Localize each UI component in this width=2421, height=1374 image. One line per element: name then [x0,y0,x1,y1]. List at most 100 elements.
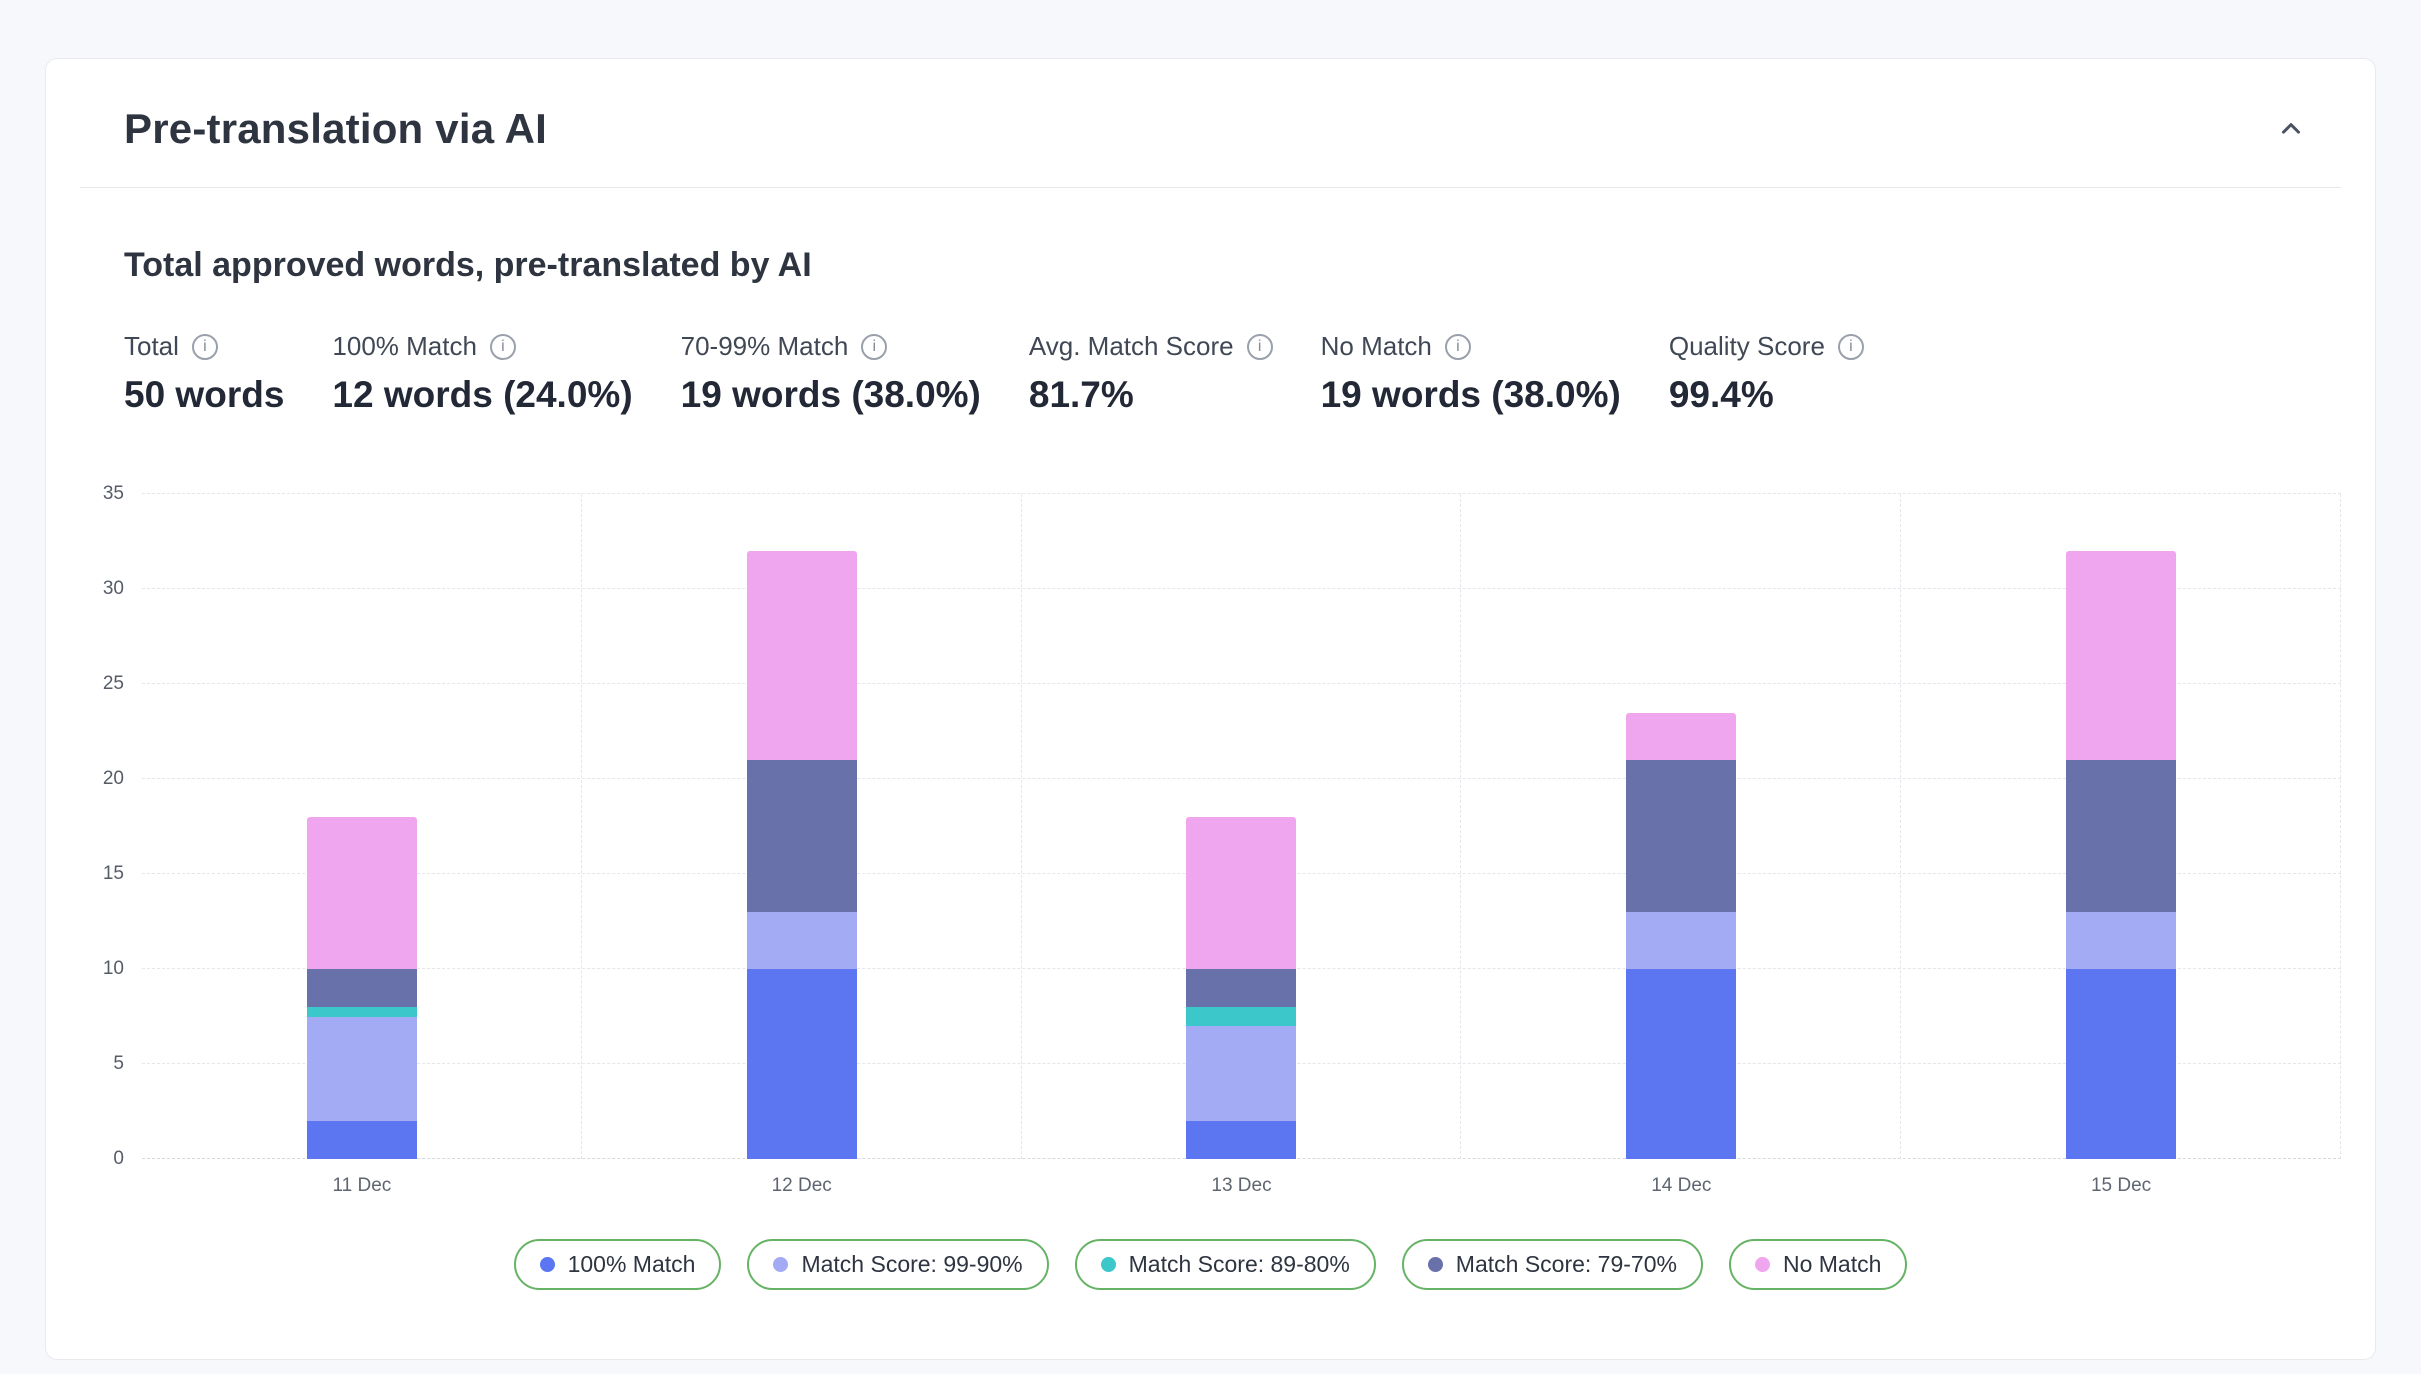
vgridline [1460,494,1462,1159]
page-title: Pre-translation via AI [124,105,547,152]
bar-segment [2066,969,2177,1159]
info-icon[interactable]: i [1444,333,1471,360]
legend-dot-icon [1100,1257,1116,1272]
hgridline [142,588,2341,589]
legend-label: No Match [1782,1251,1882,1277]
stats-row: Total i 50 words 100% Match i 12 words (… [124,331,2341,416]
info-icon[interactable]: i [1246,333,1273,360]
x-axis-label: 13 Dec [1211,1175,1272,1196]
x-axis-label: 15 Dec [2090,1175,2152,1196]
bar-cell [1901,494,2341,1159]
bar-segment [746,551,857,760]
chart-legend: 100% Match Match Score: 99-90% Match Score… [80,1239,2341,1290]
legend-pill[interactable]: Match Score: 99-90% [747,1239,1049,1290]
bar-segment [2066,760,2177,912]
bar-segment [1186,817,1297,970]
bar-segment [306,1016,417,1121]
stat-label: 100% Match [332,331,477,361]
pre-translation-card: Pre-translation via AI Total approved wo… [45,58,2376,1360]
bar-segment [746,912,857,969]
bar-segment [1626,760,1737,912]
vgridline [1020,494,1022,1159]
chart-body: 0 5 10 15 20 25 30 35 [80,483,2341,1169]
info-icon[interactable]: i [191,333,218,360]
legend-label: Match Score: 89-80% [1128,1251,1350,1277]
legend-label: Match Score: 79-70% [1455,1251,1677,1277]
stat-label: Total [124,331,179,361]
stat-avg-match-score: Avg. Match Score i 81.7% [1029,331,1273,416]
stat-value: 19 words (38.0%) [680,374,981,415]
y-tick-label: 20 [102,768,124,789]
bar-cell [142,494,582,1159]
bar-cell [1461,494,1901,1159]
legend-pill[interactable]: Match Score: 79-70% [1401,1239,1703,1290]
y-tick-label: 15 [102,863,124,884]
bar-13-dec [1186,494,1297,1159]
info-icon[interactable]: i [1837,333,1864,360]
x-axis: 11 Dec 12 Dec 13 Dec 14 Dec 15 Dec [142,1175,2341,1197]
stat-100-match: 100% Match i 12 words (24.0%) [332,331,632,416]
y-tick-label: 30 [102,578,124,599]
header-divider [80,187,2341,188]
stat-value: 50 words [124,374,285,415]
bar-segment [1186,1007,1297,1026]
y-tick-label: 0 [113,1148,124,1169]
hgridline [142,683,2341,684]
stat-70-99-match: 70-99% Match i 19 words (38.0%) [681,331,981,416]
x-axis-label: 12 Dec [771,1175,832,1196]
info-icon[interactable]: i [489,333,516,360]
stat-value: 19 words (38.0%) [1320,374,1621,415]
legend-pill[interactable]: No Match [1728,1239,1908,1290]
stat-total: Total i 50 words [124,331,284,416]
bar-cell [1022,494,1462,1159]
bar-segment [306,1121,417,1159]
legend-pill[interactable]: Match Score: 89-80% [1074,1239,1376,1290]
legend-pill[interactable]: 100% Match [513,1239,722,1290]
bars-row [142,494,2341,1159]
vgridline [1900,494,1902,1159]
bar-12-dec [746,494,857,1159]
bar-segment [1186,1026,1297,1121]
stat-label: 70-99% Match [680,331,849,361]
legend-label: 100% Match [567,1251,696,1277]
vgridline [580,494,582,1159]
y-tick-label: 35 [102,483,124,504]
bar-segment [306,1007,417,1017]
vgridline [2340,494,2341,1159]
y-tick-label: 25 [102,673,124,694]
stat-label: Avg. Match Score [1028,331,1234,361]
hgridline [142,778,2341,779]
bar-14-dec [1626,494,1737,1159]
bar-segment [746,969,857,1159]
stat-quality-score: Quality Score i 99.4% [1669,331,1864,416]
chart-plot [142,493,2341,1159]
legend-dot-icon [773,1257,789,1272]
collapse-button[interactable] [2267,105,2315,153]
stat-label: No Match [1320,331,1432,361]
stacked-bar-chart: 0 5 10 15 20 25 30 35 11 Dec 12 Dec 13 Dec 14 Dec 1… [80,483,2341,1290]
bar-cell [582,494,1022,1159]
chevron-up-icon [2282,123,2300,134]
bar-segment [1626,969,1737,1159]
bar-segment [306,817,417,970]
legend-dot-icon [539,1257,555,1272]
x-axis-label: 14 Dec [1651,1175,1712,1196]
bar-segment [306,969,417,1008]
stat-no-match: No Match i 19 words (38.0%) [1321,331,1621,416]
bar-segment [746,760,857,912]
y-axis: 0 5 10 15 20 25 30 35 [80,483,142,1169]
bar-segment [1626,912,1737,969]
x-axis-label: 11 Dec [332,1175,392,1196]
chart-subtitle: Total approved words, pre-translated by … [124,246,812,284]
bar-11-dec [306,494,417,1159]
bar-segment [1186,969,1297,1008]
card-header: Pre-translation via AI [80,105,2341,153]
stat-value: 81.7% [1028,374,1134,415]
y-tick-label: 5 [113,1053,124,1074]
stat-value: 99.4% [1668,374,1774,415]
info-icon[interactable]: i [861,333,888,360]
legend-label: Match Score: 99-90% [801,1251,1023,1277]
stat-label: Quality Score [1668,331,1825,361]
bar-segment [2066,551,2177,760]
bar-segment [1626,712,1737,760]
